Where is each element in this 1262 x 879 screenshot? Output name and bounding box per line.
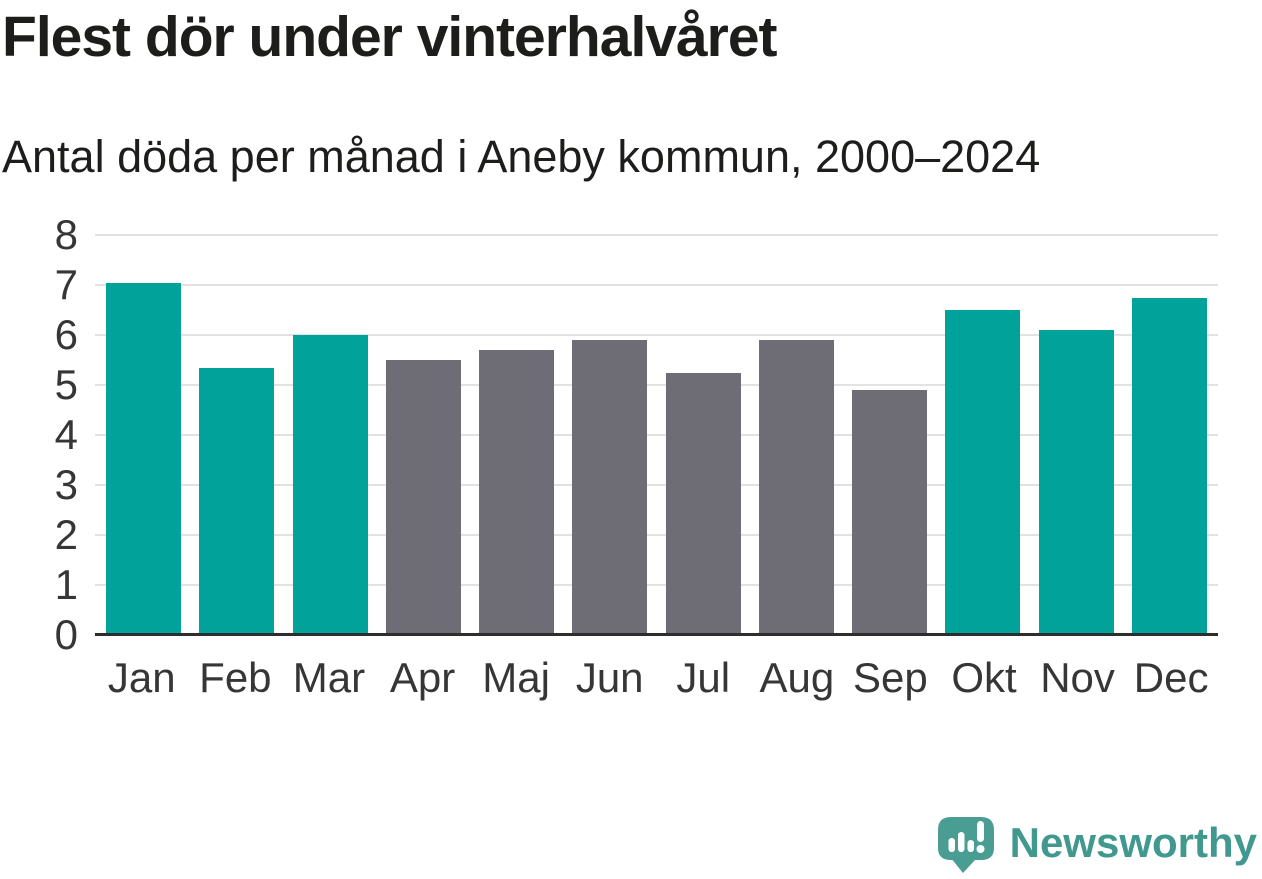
x-tick-label-mar: Mar (292, 654, 366, 701)
bar-mar (292, 335, 368, 635)
x-tick-label-maj: Maj (482, 654, 550, 701)
bar-chart-plot-area (95, 234, 1218, 636)
x-tick-label-jun: Jun (575, 654, 644, 701)
x-axis-line (95, 633, 1218, 636)
gridline-2 (95, 534, 1218, 536)
newsworthy-logo-icon (937, 817, 994, 873)
bar-sep (852, 390, 928, 635)
y-tick-label-0: 0 (54, 611, 78, 658)
y-tick-label-7: 7 (54, 261, 78, 308)
brand-name: Newsworthy (1009, 819, 1257, 866)
bar-jan (106, 282, 181, 635)
x-tick-label-jul: Jul (676, 654, 731, 701)
x-tick-label-aug: Aug (759, 654, 835, 701)
y-tick-label-5: 5 (54, 361, 78, 408)
gridline-7 (95, 284, 1218, 286)
gridline-8 (95, 234, 1218, 236)
bar-jun (572, 340, 648, 635)
x-tick-label-dec: Dec (1133, 654, 1209, 701)
x-tick-label-sep: Sep (853, 654, 928, 701)
y-tick-label-2: 2 (54, 511, 78, 558)
x-tick-label-okt: Okt (951, 654, 1017, 701)
bar-dec (1131, 297, 1207, 635)
x-axis: Jan Feb Mar Apr Maj Jun Jul Aug Sep Okt Nov Dec (95, 654, 1218, 701)
y-tick-label-1: 1 (54, 561, 78, 608)
gridline-5 (95, 384, 1218, 386)
bar-okt (945, 310, 1021, 635)
y-tick-label-3: 3 (54, 461, 78, 508)
gridline-3 (95, 484, 1218, 486)
x-tick-label-jan: Jan (107, 654, 176, 701)
bar-maj (479, 350, 555, 635)
bar-apr (385, 360, 461, 635)
x-tick-label-nov: Nov (1040, 654, 1115, 701)
chart-subtitle: Antal döda per månad i Aneby kommun, 200… (2, 131, 1041, 182)
y-tick-label-6: 6 (54, 311, 78, 358)
x-tick-label-feb: Feb (199, 654, 272, 701)
gridline-4 (95, 434, 1218, 436)
bar-jul (665, 372, 741, 635)
y-tick-label-4: 4 (54, 411, 78, 458)
x-tick-label-apr: Apr (389, 654, 456, 701)
branding-footer: Newsworthy (935, 815, 1257, 873)
bar-aug (758, 340, 834, 635)
bar-nov (1038, 330, 1114, 635)
bar-feb (199, 367, 275, 635)
gridline-6 (95, 334, 1218, 336)
gridline-1 (95, 584, 1218, 586)
y-tick-label-8: 8 (54, 211, 78, 258)
page-title: Flest dör under vinterhalvåret (2, 5, 778, 69)
bar-series (95, 235, 1218, 635)
